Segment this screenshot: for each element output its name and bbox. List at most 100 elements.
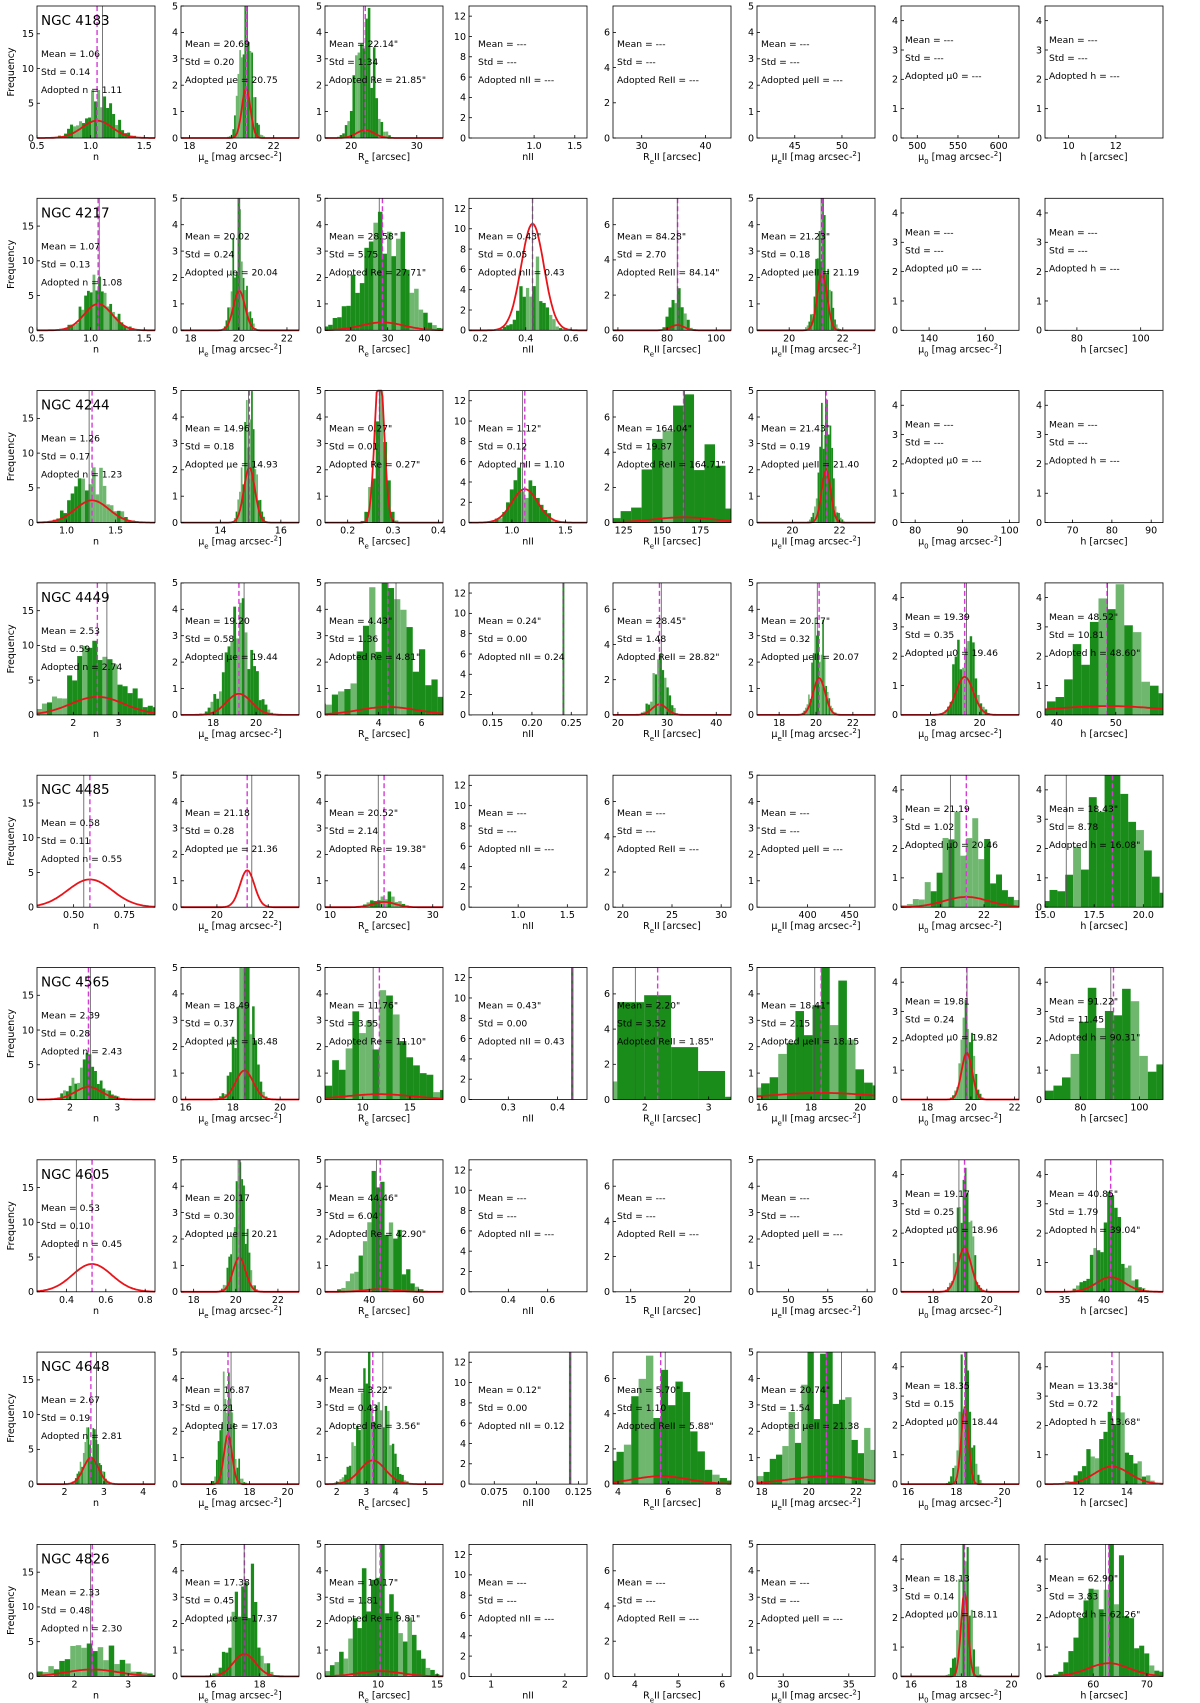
histogram-bar	[550, 520, 555, 523]
stat-mean: Mean = ---	[761, 808, 810, 819]
x-tick-label: 20	[226, 141, 238, 152]
histogram-bar	[122, 686, 128, 715]
stat-std: Std = ---	[1049, 438, 1088, 449]
histogram-bar	[259, 499, 262, 523]
histogram-bar	[1103, 1222, 1108, 1292]
panel-frame	[180, 5, 300, 139]
histogram-bar	[1111, 1424, 1117, 1485]
x-axis-label: μeII [mag arcsec-2]	[771, 342, 860, 358]
histogram-bar	[375, 1187, 381, 1292]
histogram-bar	[498, 518, 503, 523]
histogram-bar	[1073, 1475, 1078, 1485]
y-tick-label: 2	[172, 850, 178, 861]
x-tick-label: 4	[615, 1487, 621, 1498]
histogram-bar	[690, 1431, 698, 1485]
histogram-bar	[344, 1474, 347, 1485]
y-tick-label: 0	[892, 710, 898, 721]
stat-mean: Mean = 1.06	[41, 49, 100, 60]
y-tick-label: 8	[460, 1398, 466, 1409]
galaxy-name: NGC 4449	[41, 590, 110, 606]
y-tick-label: 3	[316, 1016, 322, 1027]
stat-mean: Mean = 19.20	[185, 616, 250, 627]
histogram-bar	[123, 326, 127, 331]
histogram-bar	[808, 321, 811, 331]
histogram-bar	[247, 41, 250, 138]
y-tick-label: 3	[172, 1016, 178, 1027]
x-tick-label: 18	[955, 1679, 967, 1690]
y-tick-label: 4	[172, 1182, 178, 1193]
histogram-bar	[238, 602, 242, 715]
histogram-bar	[613, 1460, 617, 1485]
histogram-bar	[1144, 1653, 1150, 1677]
x-axis-label: n	[93, 1306, 99, 1317]
histogram-bar	[84, 490, 89, 523]
histogram-bar	[686, 319, 690, 331]
histogram-bar	[88, 1054, 92, 1100]
y-tick-label: 6	[604, 1374, 610, 1385]
x-tick-label: 20	[965, 1103, 977, 1114]
y-tick-label: 1	[316, 1453, 322, 1464]
x-tick-label: 1.0	[83, 333, 98, 344]
histogram-bar	[261, 135, 264, 138]
histogram-bar	[120, 511, 125, 523]
histogram-bar	[906, 904, 913, 908]
y-tick-label: 0	[28, 1479, 34, 1490]
histogram-bar	[339, 1479, 342, 1485]
histogram-bar	[246, 1228, 249, 1292]
histogram-bar	[822, 198, 824, 331]
stat-mean: Mean = 21.18	[185, 808, 250, 819]
histogram-bar	[1112, 775, 1121, 908]
histogram-bar	[399, 1041, 407, 1100]
histogram-bar	[813, 1419, 821, 1485]
histogram-bar	[219, 691, 222, 715]
histogram-bar	[126, 327, 129, 331]
gaussian-fit-curve	[1045, 1662, 1164, 1678]
histogram-bar	[379, 1410, 383, 1485]
histogram-bar	[1115, 584, 1125, 715]
histogram-bar	[92, 274, 96, 331]
histogram-bar	[355, 55, 358, 138]
histogram-bar	[1132, 632, 1142, 715]
histogram-bar	[229, 1072, 232, 1100]
histogram-bar	[109, 303, 113, 331]
histogram-bar	[1086, 1278, 1090, 1292]
panel-frame	[468, 582, 588, 716]
stat-adopted: Adopted n = 1.23	[41, 470, 122, 481]
histogram-bar	[954, 1262, 957, 1292]
histogram-bar	[329, 1665, 335, 1677]
y-tick-label: 4	[172, 412, 178, 423]
x-tick-label: 18	[243, 1487, 255, 1498]
y-tick-label: 5	[316, 1155, 322, 1166]
panel-frame	[468, 1159, 588, 1293]
histogram-bar	[1154, 1670, 1160, 1677]
histogram-bar	[90, 1457, 93, 1485]
histogram-bar	[801, 1384, 808, 1485]
y-tick-label: 0	[28, 1095, 34, 1106]
panel-frame	[180, 1159, 300, 1293]
x-axis-label: μ0 [mag arcsec-2]	[918, 535, 1002, 551]
histogram-bar	[63, 513, 68, 523]
histogram-bar	[817, 472, 820, 523]
y-tick-label: 4	[604, 255, 610, 266]
y-tick-label: 2	[748, 657, 754, 668]
histogram-bar	[662, 430, 674, 523]
histogram-bar	[372, 47, 376, 138]
y-tick-label: 3	[748, 1593, 754, 1604]
histogram-bar	[224, 652, 228, 715]
histogram-bar	[524, 497, 529, 523]
y-tick-label: 0	[28, 518, 34, 529]
histogram-bar	[1124, 1452, 1130, 1485]
histogram-bar	[971, 1447, 974, 1485]
stat-adopted: Adopted μe = 20.75	[185, 75, 278, 86]
histogram-bar	[436, 327, 442, 331]
stat-mean: Mean = ---	[1049, 420, 1098, 431]
stat-std: Std = ---	[905, 245, 944, 256]
y-tick-label: 1	[172, 684, 178, 695]
panel-frame	[1044, 582, 1164, 716]
histogram-bar	[82, 1059, 86, 1100]
histogram-bar	[645, 703, 648, 715]
x-tick-label: 30	[427, 910, 439, 921]
x-axis-label: μ0 [mag arcsec-2]	[918, 1496, 1002, 1512]
x-axis-label: Re [arcsec]	[358, 344, 410, 358]
x-axis-label: μ0 [mag arcsec-2]	[918, 919, 1002, 935]
